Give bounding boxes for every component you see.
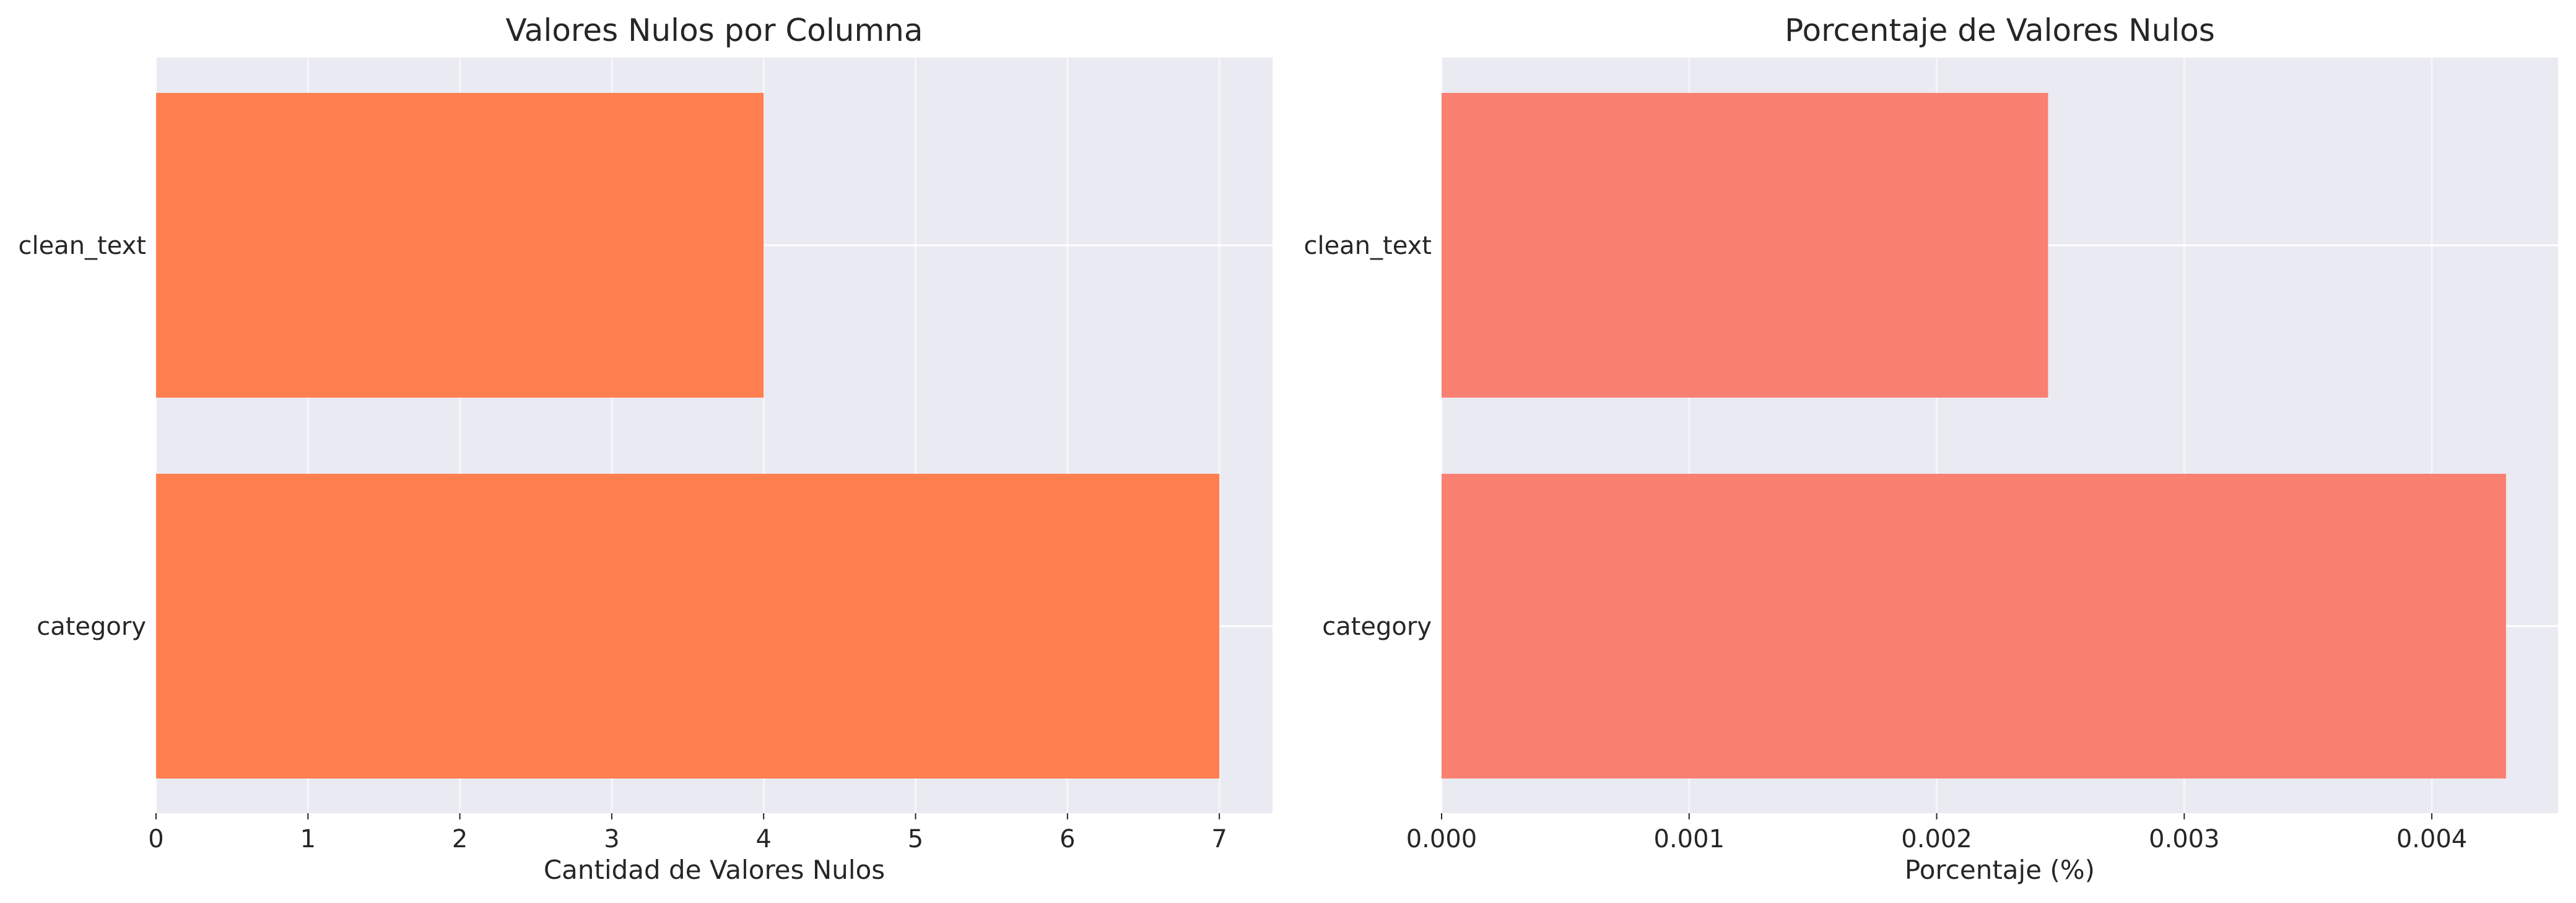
x-tick-label: 0.000 — [1406, 825, 1477, 853]
y-tick-label: category — [1322, 613, 1432, 641]
x-axis-label: Porcentaje (%) — [1905, 855, 2095, 885]
bar-clean_text — [156, 93, 764, 398]
x-tick-label: 4 — [755, 825, 771, 853]
chart-title: Valores Nulos por Columna — [505, 12, 923, 48]
bar-clean_text — [1442, 93, 2048, 398]
y-tick-label: clean_text — [1303, 232, 1432, 260]
x-tick-label: 0.004 — [2396, 825, 2468, 853]
y-tick-label: clean_text — [18, 232, 146, 260]
y-tick-label: category — [37, 613, 146, 641]
x-tick-label: 3 — [604, 825, 619, 853]
x-tick-label: 0.001 — [1654, 825, 1725, 853]
chart-panel-1: clean_text category 0 1 2 3 4 5 6 7 Valores Nulos … — [18, 12, 1273, 885]
chart-title: Porcentaje de Valores Nulos — [1785, 12, 2215, 48]
x-tick-label: 5 — [908, 825, 923, 853]
x-tick-label: 0.002 — [1901, 825, 1972, 853]
x-tick-label: 7 — [1211, 825, 1227, 853]
bar-category — [156, 474, 1220, 779]
x-tick-label: 0.003 — [2149, 825, 2220, 853]
x-tick-label: 2 — [452, 825, 468, 853]
x-tick-label: 1 — [300, 825, 316, 853]
chart-panel-2: clean_text category 0.000 0.001 0.002 0.003 0.… — [1303, 12, 2558, 885]
x-tick-label: 0 — [148, 825, 163, 853]
x-axis-label: Cantidad de Valores Nulos — [544, 855, 885, 885]
bar-category — [1442, 474, 2507, 779]
x-tick-label: 6 — [1060, 825, 1075, 853]
